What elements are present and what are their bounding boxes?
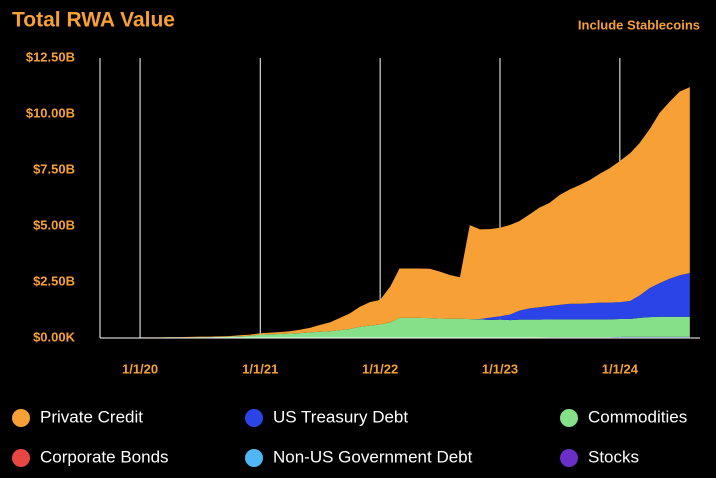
- x-tick-label: 1/1/21: [242, 361, 278, 376]
- y-tick-label: $2.50B: [33, 273, 75, 288]
- legend-label: Corporate Bonds: [40, 447, 169, 466]
- stablecoins-toggle[interactable]: Include Stablecoins: [578, 17, 700, 32]
- x-tick-label: 1/1/20: [122, 361, 158, 376]
- x-tick-label: 1/1/24: [602, 361, 639, 376]
- legend-swatch: [12, 449, 30, 467]
- area: [140, 273, 690, 338]
- legend-label: Stocks: [588, 447, 639, 466]
- legend-label: Private Credit: [40, 407, 143, 426]
- legend-swatch: [245, 449, 263, 467]
- chart-title: Total RWA Value: [12, 9, 175, 32]
- legend-label: Commodities: [588, 407, 687, 426]
- legend-swatch: [560, 449, 578, 467]
- y-tick-label: $12.50B: [26, 49, 75, 64]
- legend-label: US Treasury Debt: [273, 407, 408, 426]
- legend-swatch: [560, 409, 578, 427]
- x-tick-label: 1/1/23: [482, 361, 518, 376]
- area: [140, 87, 690, 338]
- legend-swatch: [12, 409, 30, 427]
- area: [140, 336, 690, 338]
- y-tick-label: $0.00K: [33, 329, 76, 344]
- legend-swatch: [245, 409, 263, 427]
- legend-label: Non-US Government Debt: [273, 447, 473, 466]
- y-tick-label: $7.50B: [33, 161, 75, 176]
- area: [140, 316, 690, 338]
- y-tick-label: $10.00B: [26, 105, 75, 120]
- x-tick-label: 1/1/22: [362, 361, 398, 376]
- y-tick-label: $5.00B: [33, 217, 75, 232]
